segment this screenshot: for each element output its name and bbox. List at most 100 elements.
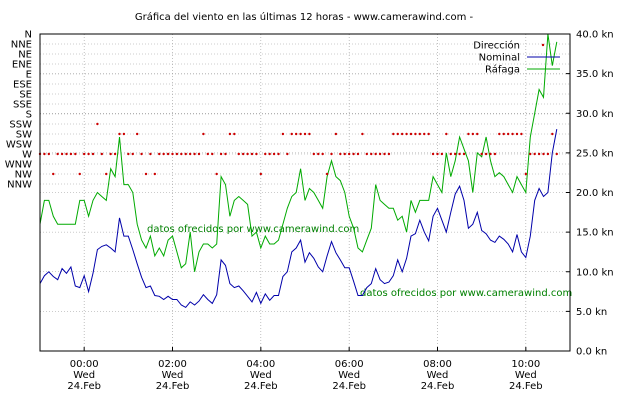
direction-point xyxy=(290,132,293,136)
direction-point xyxy=(171,152,174,156)
direction-point xyxy=(453,152,457,156)
direction-tick-label: SW xyxy=(16,130,32,141)
speed-tick-label: 20.0 kn xyxy=(576,188,614,199)
direction-point xyxy=(365,152,369,156)
direction-point xyxy=(60,152,64,156)
direction-point xyxy=(321,152,324,156)
direction-point xyxy=(511,132,514,136)
direction-point xyxy=(493,152,497,156)
direction-point xyxy=(193,152,196,156)
direction-point xyxy=(255,152,258,156)
direction-point xyxy=(281,132,285,136)
direction-point xyxy=(118,132,121,136)
date-tick-label: 24.Feb xyxy=(156,381,190,392)
direction-point xyxy=(317,152,320,156)
date-tick-label: 24.Feb xyxy=(421,381,455,392)
plot-frame xyxy=(39,33,571,352)
direction-point xyxy=(458,152,461,156)
direction-point xyxy=(56,152,59,156)
direction-point xyxy=(162,152,165,156)
direction-point xyxy=(502,132,505,136)
direction-tick-label: NE xyxy=(18,50,32,61)
direction-point xyxy=(414,132,417,136)
direction-tick-label: ESE xyxy=(13,80,32,91)
direction-tick-label: E xyxy=(26,70,32,81)
direction-point xyxy=(506,132,510,136)
direction-point xyxy=(405,132,408,136)
direction-point xyxy=(87,152,90,156)
direction-point xyxy=(480,152,483,156)
direction-point xyxy=(387,152,391,156)
gust-line xyxy=(39,33,558,272)
direction-point xyxy=(96,122,99,126)
direction-point xyxy=(396,132,399,136)
direction-point xyxy=(188,152,192,156)
direction-point xyxy=(153,172,157,176)
legend-direction-label: Dirección xyxy=(473,40,520,52)
date-tick-label: 24.Feb xyxy=(332,381,366,392)
direction-point xyxy=(515,132,519,136)
direction-point xyxy=(78,172,81,176)
speed-tick-label: 10.0 kn xyxy=(576,267,614,278)
direction-point xyxy=(400,132,404,136)
speed-tick-label: 15.0 kn xyxy=(576,228,614,239)
direction-point xyxy=(462,152,466,156)
direction-point xyxy=(74,152,77,156)
speed-tick-label: 40.0 kn xyxy=(576,30,614,41)
direction-point xyxy=(551,132,554,136)
direction-point xyxy=(294,132,298,136)
direction-point xyxy=(498,132,501,136)
direction-point xyxy=(286,152,289,156)
direction-point xyxy=(325,172,329,176)
direction-point xyxy=(334,132,338,136)
direction-point xyxy=(427,132,430,136)
speed-axis: 0.0 kn 5.0 kn 10.0 kn 15.0 kn 20.0 kn 25.0 kn… xyxy=(566,30,614,358)
direction-point xyxy=(144,172,148,176)
direction-point xyxy=(418,132,422,136)
direction-point xyxy=(378,152,382,156)
direction-tick-label: S xyxy=(26,110,32,121)
day-tick-label: Wed xyxy=(427,370,449,381)
speed-tick-label: 35.0 kn xyxy=(576,69,614,80)
direction-point xyxy=(312,152,316,156)
direction-point xyxy=(65,152,68,156)
nominal-line xyxy=(39,129,558,309)
direction-tick-label: N xyxy=(25,30,32,41)
speed-tick-label: 5.0 kn xyxy=(576,307,607,318)
direction-point xyxy=(476,132,479,136)
direction-point xyxy=(524,172,528,176)
direction-point xyxy=(484,152,488,156)
direction-point xyxy=(352,152,355,156)
legend-nominal-label: Nominal xyxy=(479,53,520,64)
direction-point xyxy=(158,152,161,156)
direction-tick-label: SE xyxy=(19,90,32,101)
direction-point xyxy=(241,152,245,156)
direction-point xyxy=(264,152,267,156)
direction-point xyxy=(82,152,86,156)
direction-point xyxy=(246,152,249,156)
direction-point xyxy=(299,132,302,136)
direction-point xyxy=(339,152,342,156)
direction-point xyxy=(206,152,210,156)
direction-point xyxy=(197,152,201,156)
grid xyxy=(40,33,570,351)
direction-tick-label: NNW xyxy=(7,180,32,191)
time-tick-label: 04:00 xyxy=(246,359,275,370)
direction-point xyxy=(91,152,95,156)
direction-point xyxy=(436,152,439,156)
direction-point xyxy=(122,132,126,136)
day-tick-label: Wed xyxy=(515,370,537,381)
time-tick-label: 02:00 xyxy=(158,359,187,370)
time-tick-label: 06:00 xyxy=(335,359,364,370)
direction-tick-label: WSW xyxy=(6,140,32,151)
time-tick-label: 00:00 xyxy=(70,359,99,370)
watermark-text: datos ofrecidos por www.camerawind.com xyxy=(360,288,572,299)
chart-title: Gráfica del viento en las últimas 12 hor… xyxy=(135,11,474,23)
direction-point xyxy=(277,152,280,156)
direction-point xyxy=(409,132,413,136)
direction-tick-label: WNW xyxy=(5,160,32,171)
direction-point xyxy=(180,152,183,156)
direction-point xyxy=(109,152,112,156)
direction-tick-label: W xyxy=(22,150,32,161)
